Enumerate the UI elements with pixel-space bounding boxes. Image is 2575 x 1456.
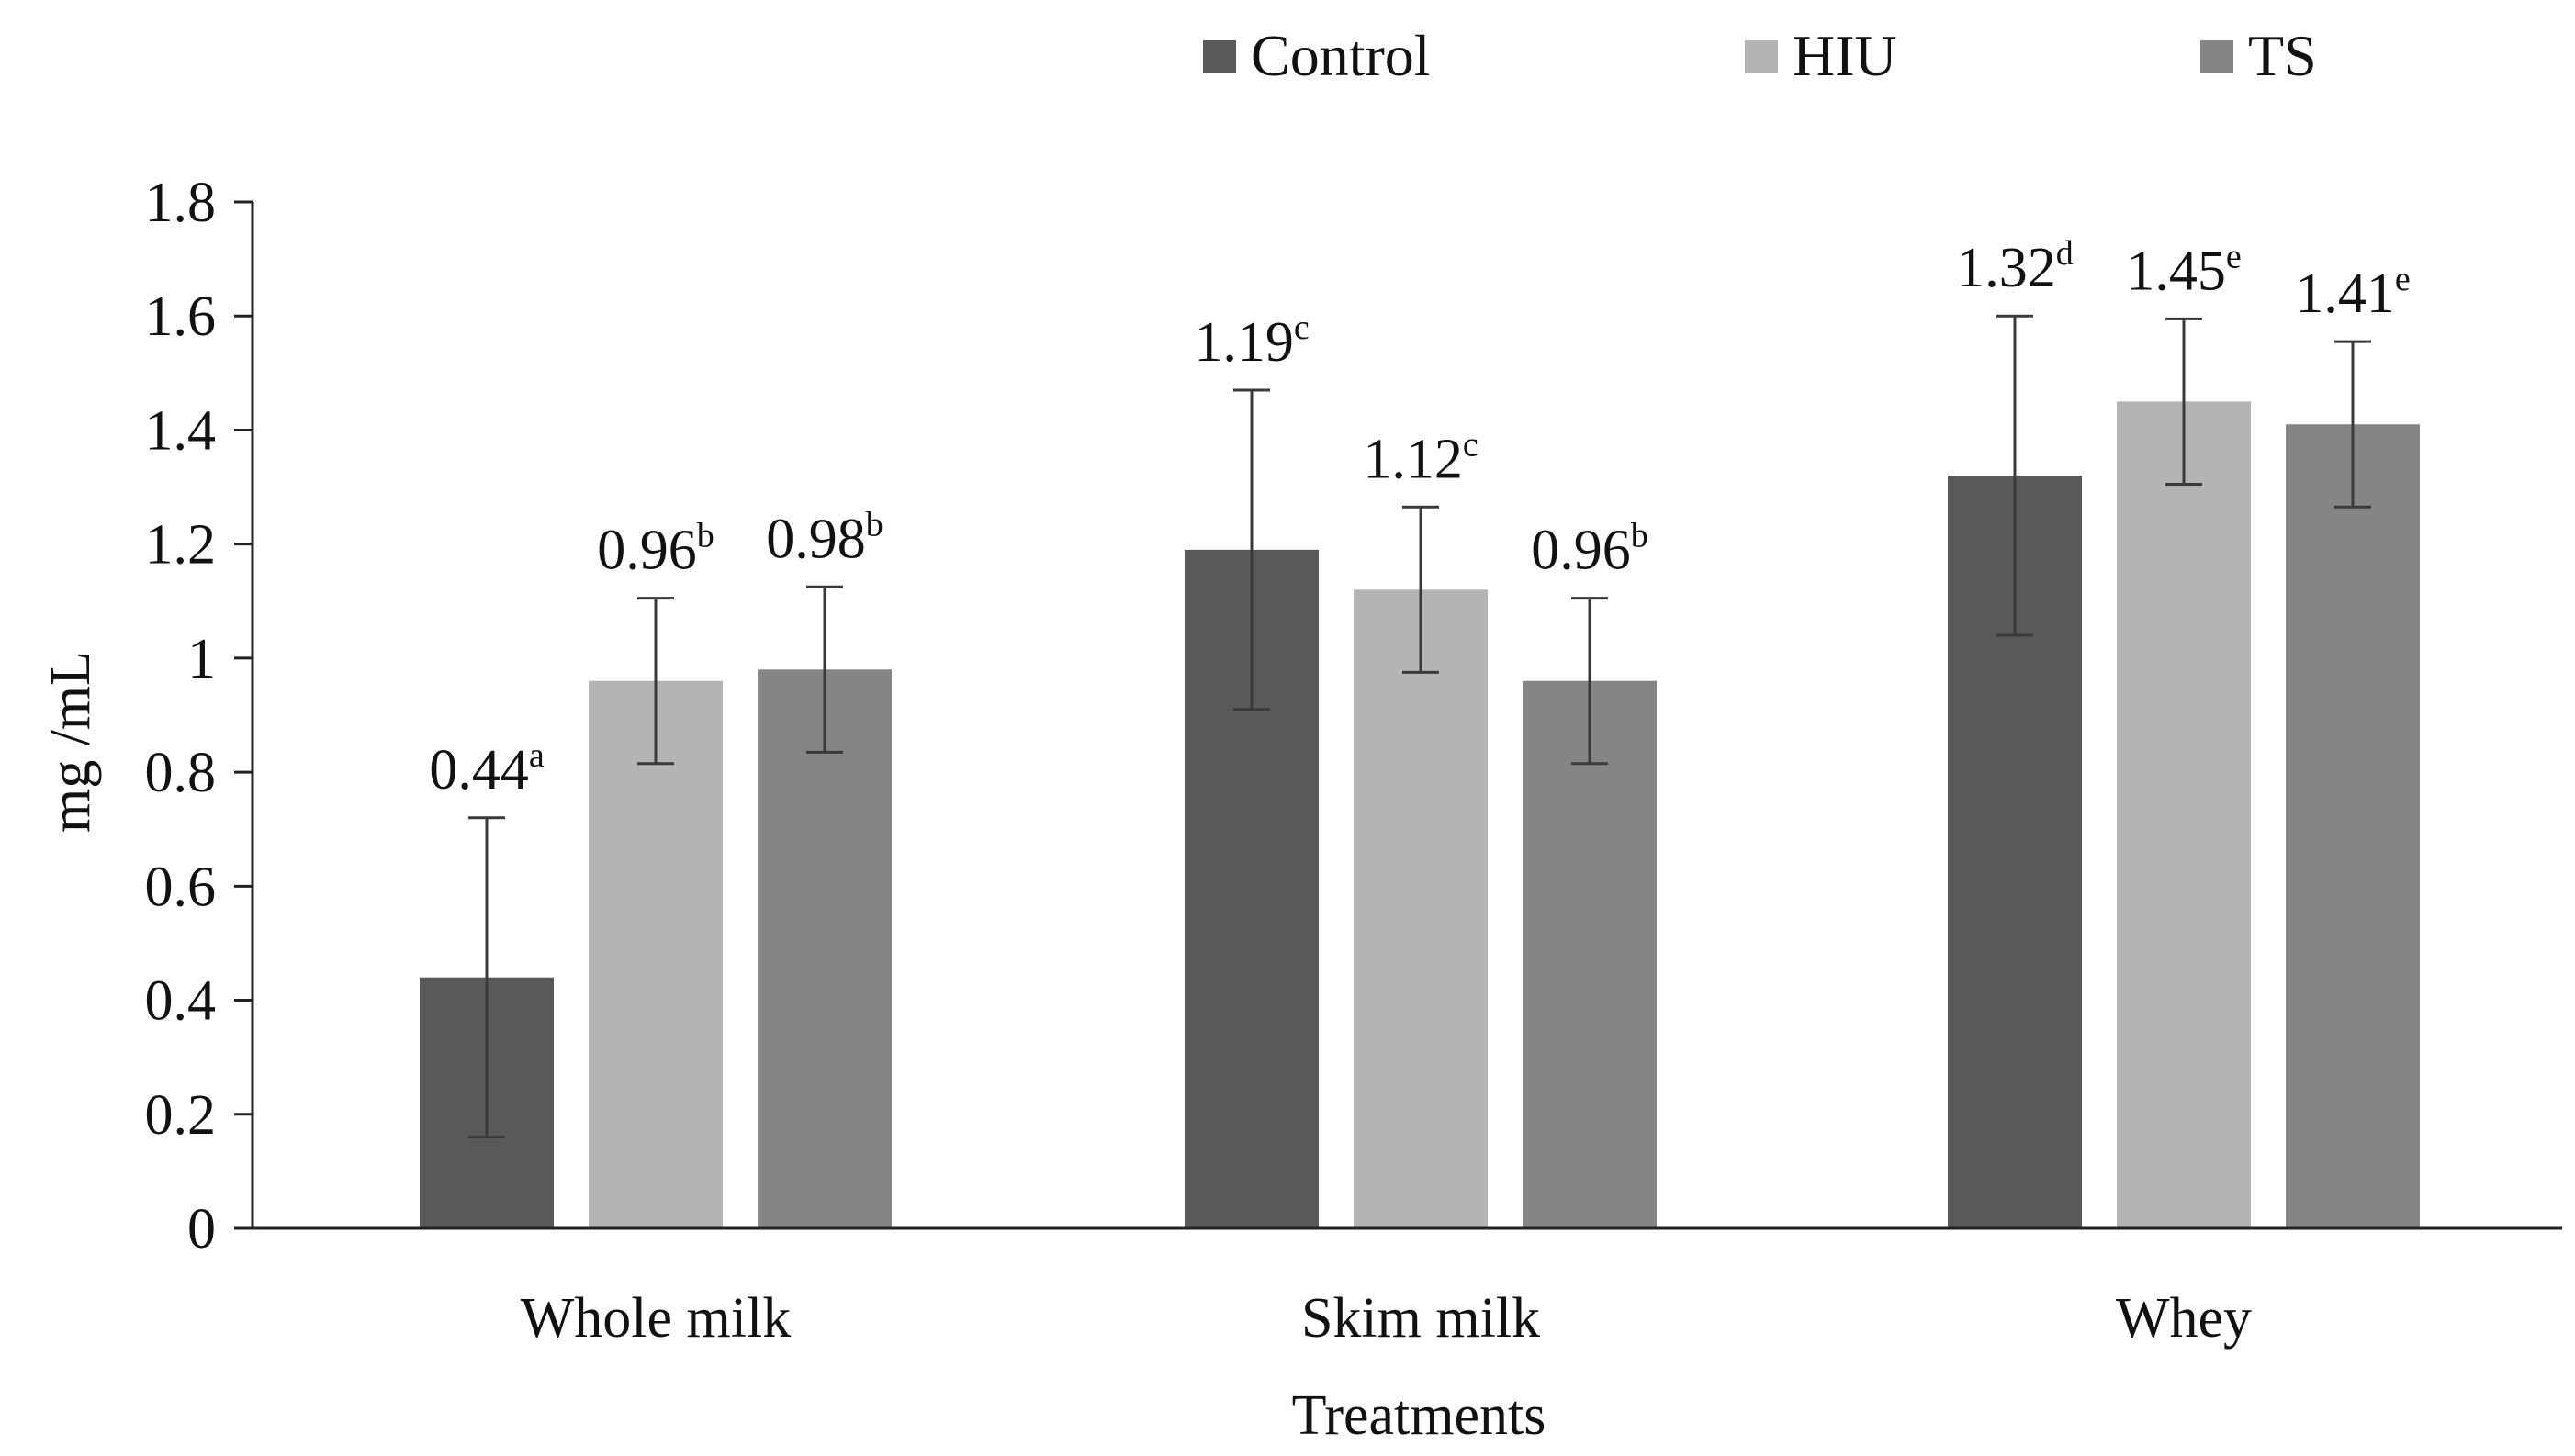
bar (758, 669, 892, 1228)
legend-swatch (1203, 40, 1236, 73)
bar (1523, 680, 1657, 1228)
y-tick-label: 1.2 (145, 514, 217, 577)
data-label: 1.12c (1363, 425, 1478, 490)
legend-label: Control (1251, 23, 1431, 88)
data-label: 0.96b (597, 517, 714, 582)
y-tick-label: 0.6 (145, 856, 217, 918)
significance-letter: c (1463, 425, 1479, 464)
significance-letter: a (529, 736, 545, 775)
x-category-label: Skim milk (1301, 1287, 1540, 1350)
legend-swatch (2200, 40, 2233, 73)
bar (2117, 401, 2251, 1228)
data-label: 0.44a (429, 736, 545, 801)
bars-layer: 0.44a 1.19c 1.32d 0.96b 1.12c 1.45e 0.98b 0.96b… (420, 234, 2420, 1228)
legend-label: HIU (1793, 23, 1897, 88)
y-tick-label: 1.6 (145, 286, 217, 348)
significance-letter: d (2056, 234, 2074, 273)
significance-letter: b (866, 505, 883, 543)
data-label: 1.32d (1956, 234, 2074, 299)
data-label: 1.41e (2295, 260, 2410, 325)
significance-letter: b (1631, 517, 1648, 555)
significance-letter: b (697, 517, 714, 555)
y-tick-label: 0.4 (145, 970, 217, 1033)
data-label: 0.98b (766, 505, 883, 570)
x-axis: Whole milk Skim milk Whey (253, 1226, 2562, 1350)
x-category-label: Whole milk (521, 1287, 791, 1350)
y-tick-label: 0 (187, 1198, 216, 1260)
significance-letter: c (1294, 308, 1310, 347)
y-tick-label: 0.2 (145, 1084, 217, 1147)
x-axis-title: Treatments (1292, 1384, 1546, 1447)
significance-letter: e (2226, 237, 2242, 275)
data-label: 0.96b (1531, 517, 1648, 582)
y-tick-label: 1.4 (145, 399, 217, 462)
y-axis-title: mg /mL (39, 651, 102, 833)
legend: Control HIU TS (1203, 23, 2317, 88)
y-tick-label: 0.8 (145, 742, 217, 804)
data-label: 1.19c (1194, 308, 1309, 374)
bar (2286, 424, 2420, 1228)
legend-label: TS (2248, 23, 2317, 88)
data-label: 1.45e (2126, 237, 2241, 302)
y-tick-label: 1.8 (145, 172, 217, 234)
y-tick-label: 1 (187, 628, 216, 690)
x-category-label: Whey (2116, 1287, 2252, 1350)
bar (589, 680, 723, 1228)
bar (1354, 589, 1488, 1228)
legend-swatch (1745, 40, 1778, 73)
significance-letter: e (2395, 260, 2411, 298)
y-axis: 0 0.2 0.4 0.6 0.8 1 1.2 1.4 1.6 1.8 (145, 172, 254, 1260)
